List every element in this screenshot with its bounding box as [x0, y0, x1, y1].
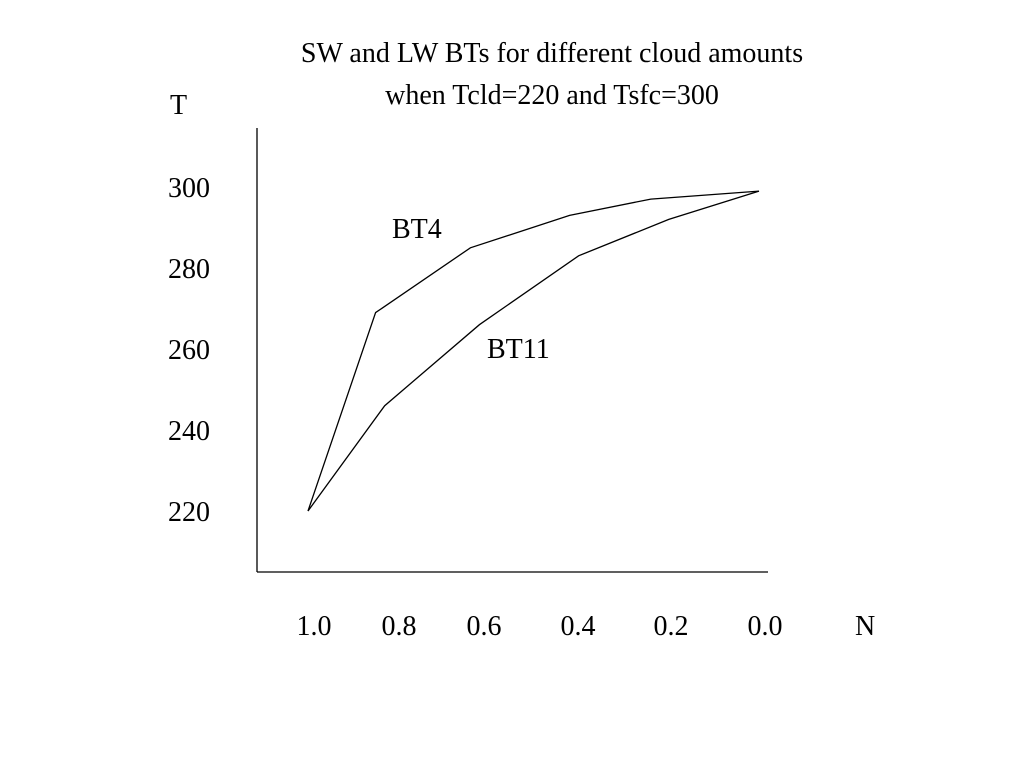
y-tick-labels: 300 280 260 240 220 [168, 173, 210, 528]
x-axis-label: N [855, 611, 875, 642]
x-tick-label: 0.0 [748, 611, 783, 642]
x-tick-label: 0.8 [382, 611, 417, 642]
y-tick-label: 300 [168, 173, 210, 204]
y-tick-label: 240 [168, 416, 210, 447]
chart-title-line-1: SW and LW BTs for different cloud amount… [301, 38, 803, 69]
y-tick-label: 260 [168, 335, 210, 366]
y-tick-label: 280 [168, 254, 210, 285]
y-axis-label: T [170, 90, 187, 121]
series-lines [307, 190, 760, 512]
x-tick-label: 1.0 [297, 611, 332, 642]
series-label-bt4: BT4 [392, 214, 442, 245]
series-line-bt4 [307, 190, 760, 512]
x-tick-label: 0.4 [561, 611, 596, 642]
series-line-bt11 [307, 190, 760, 512]
series-label-bt11: BT11 [487, 334, 550, 365]
x-tick-label: 0.6 [467, 611, 502, 642]
chart-title-line-2: when Tcld=220 and Tsfc=300 [385, 80, 719, 111]
x-tick-labels: 1.0 0.8 0.6 0.4 0.2 0.0 [297, 611, 783, 642]
x-tick-label: 0.2 [654, 611, 689, 642]
y-tick-label: 220 [168, 497, 210, 528]
